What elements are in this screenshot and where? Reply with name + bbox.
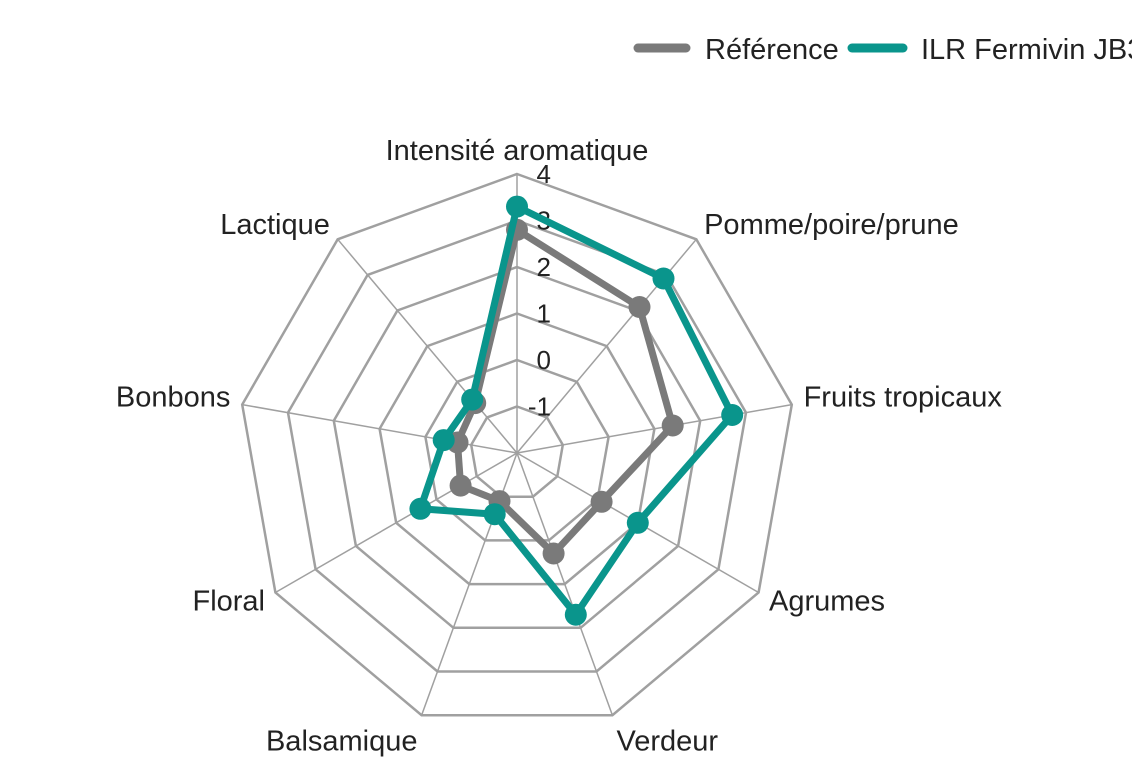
tick-label: 0 xyxy=(537,345,551,375)
category-label: Fruits tropicaux xyxy=(804,382,1003,414)
series-line xyxy=(416,203,736,619)
tick-label: 4 xyxy=(537,159,551,189)
tick-label: 1 xyxy=(537,299,551,329)
category-label: Balsamique xyxy=(266,726,418,757)
category-label: Agrumes xyxy=(769,586,885,618)
grid-spoke xyxy=(516,452,614,716)
data-point xyxy=(542,542,565,565)
category-label: Lactique xyxy=(220,209,330,241)
grid-spoke xyxy=(242,403,518,454)
data-point xyxy=(661,414,684,437)
category-label: Bonbons xyxy=(116,382,231,414)
data-point xyxy=(449,474,472,497)
category-labels: Intensité aromatique Pomme/poire/prune Fru… xyxy=(116,135,1002,757)
grid-ring xyxy=(286,219,748,673)
data-point xyxy=(721,404,744,426)
tick-label: -1 xyxy=(528,392,551,422)
grid-spoke xyxy=(337,238,518,454)
data-point xyxy=(432,429,455,452)
data-point xyxy=(652,267,675,290)
tick-label: 2 xyxy=(537,252,551,282)
data-point xyxy=(506,195,528,218)
data-point xyxy=(626,511,649,534)
legend: Référence ILR Fermivin JB3 xyxy=(633,34,1132,66)
series-line xyxy=(454,226,677,557)
category-label: Verdeur xyxy=(617,726,719,757)
series-layer xyxy=(409,195,744,626)
grid-ring xyxy=(240,172,794,717)
grid-spoke xyxy=(275,452,518,594)
data-point xyxy=(590,490,613,513)
data-point xyxy=(461,388,484,411)
legend-label-ilr-fermivin-jb3: ILR Fermivin JB3 xyxy=(921,34,1132,66)
data-point xyxy=(409,497,432,520)
data-point xyxy=(628,296,651,318)
data-point xyxy=(483,503,506,526)
category-label: Floral xyxy=(192,586,265,618)
data-point xyxy=(564,603,587,626)
category-label: Intensité aromatique xyxy=(386,135,649,167)
grid-ring xyxy=(469,405,565,498)
grid-ring xyxy=(378,312,656,586)
legend-label-reference: Référence xyxy=(705,34,839,66)
category-label: Pomme/poire/prune xyxy=(704,209,959,241)
grid-spoke xyxy=(516,403,792,454)
grid-ring xyxy=(332,265,702,630)
series-ilr-fermivin-jb3 xyxy=(409,195,744,626)
